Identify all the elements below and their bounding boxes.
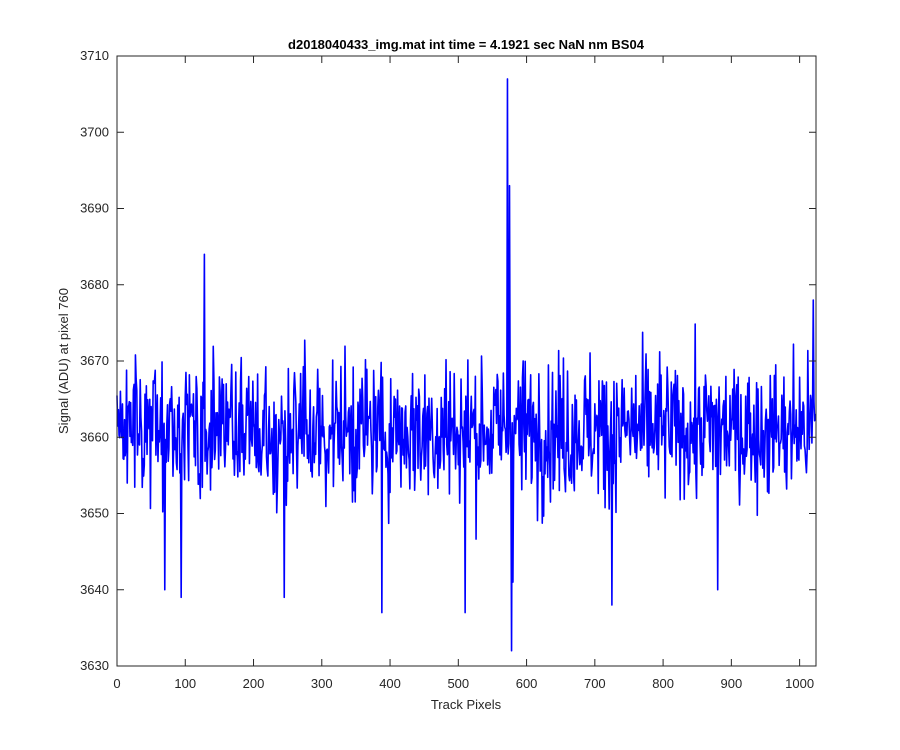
y-tick-label: 3660: [80, 429, 109, 444]
y-tick-label: 3710: [80, 48, 109, 63]
x-tick-label: 200: [243, 676, 265, 691]
x-axis-label: Track Pixels: [431, 697, 502, 712]
signal-series-line: [116, 78, 817, 652]
chart-title: d2018040433_img.mat int time = 4.1921 se…: [288, 37, 645, 52]
x-axis: 0 100 200 300 400 500 600 700 800 900 1000: [113, 56, 814, 691]
x-tick-label: 300: [311, 676, 333, 691]
y-tick-label: 3690: [80, 201, 109, 216]
y-axis: 3630 3640 3650 3660 3670 3680 3690 3700 3710: [80, 48, 816, 673]
y-tick-label: 3670: [80, 353, 109, 368]
plot-area: [116, 55, 817, 667]
y-tick-label: 3630: [80, 658, 109, 673]
x-tick-label: 600: [516, 676, 538, 691]
x-tick-label: 1000: [785, 676, 814, 691]
y-tick-label: 3650: [80, 506, 109, 521]
y-tick-label: 3700: [80, 124, 109, 139]
y-axis-label: Signal (ADU) at pixel 760: [56, 288, 71, 434]
x-tick-label: 0: [113, 676, 120, 691]
axes-background: [117, 56, 816, 666]
x-tick-label: 800: [652, 676, 674, 691]
y-tick-label: 3680: [80, 277, 109, 292]
x-tick-label: 700: [584, 676, 606, 691]
series-layer: [116, 78, 817, 652]
y-tick-label: 3640: [80, 582, 109, 597]
x-tick-label: 100: [174, 676, 196, 691]
x-tick-label: 500: [447, 676, 469, 691]
x-tick-label: 900: [721, 676, 743, 691]
x-tick-label: 400: [379, 676, 401, 691]
